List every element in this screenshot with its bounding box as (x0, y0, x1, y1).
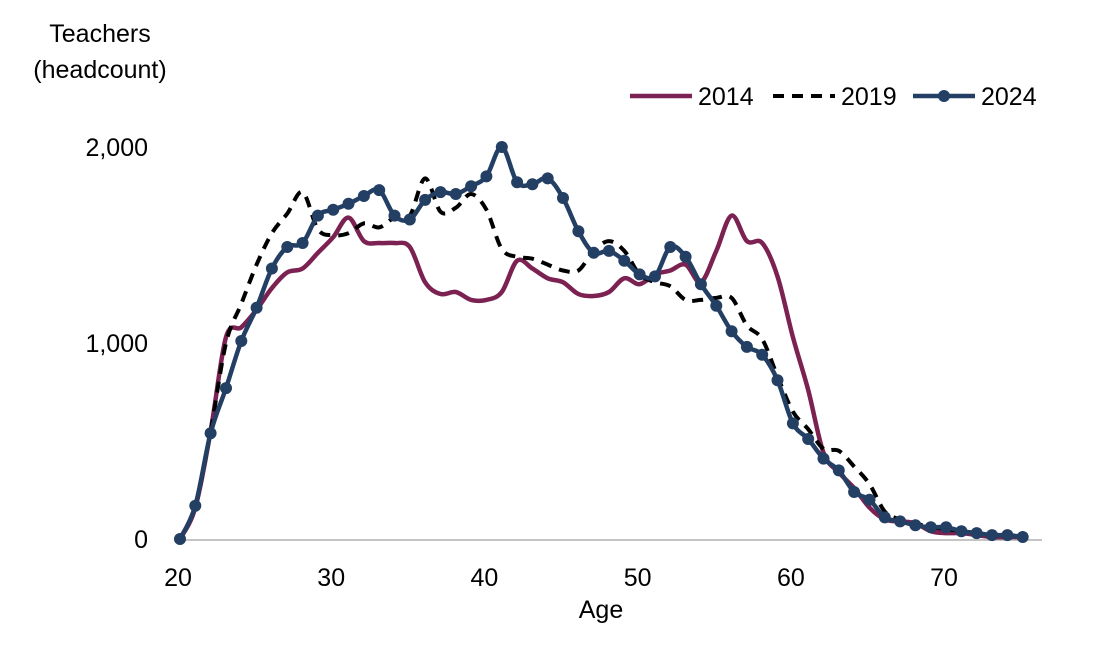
data-point-2024 (511, 176, 524, 189)
legend-marker (938, 90, 950, 102)
y-tick-labels: 0 1,000 2,000 (85, 134, 148, 554)
data-point-2024 (342, 197, 355, 210)
y-tick-label: 2,000 (85, 134, 148, 162)
data-point-2024 (802, 433, 815, 445)
data-point-2024 (541, 172, 554, 185)
data-point-2024 (265, 262, 278, 275)
legend-label: 2024 (981, 83, 1037, 111)
y-tick-label: 1,000 (85, 330, 148, 358)
data-point-2024 (664, 241, 677, 253)
data-point-2024 (1001, 529, 1014, 542)
data-point-2024 (403, 213, 416, 226)
data-point-2024 (863, 493, 876, 506)
data-point-2024 (419, 193, 432, 206)
legend-item-2014: 2014 (630, 83, 754, 111)
data-point-2024 (327, 203, 340, 216)
data-point-2024 (1016, 531, 1029, 543)
data-point-2024 (603, 244, 615, 257)
data-point-2024 (909, 519, 922, 532)
data-point-2024 (740, 340, 753, 353)
series-line-2014 (177, 213, 1025, 542)
series-layer (174, 141, 1029, 545)
x-tick-label: 30 (317, 564, 345, 592)
data-point-2024 (587, 246, 600, 259)
series-2014 (177, 213, 1025, 542)
data-point-2024 (311, 209, 324, 222)
data-point-2024 (633, 268, 646, 281)
data-point-2024 (434, 186, 447, 199)
data-point-2024 (679, 250, 692, 263)
data-point-2024 (250, 301, 263, 314)
data-point-2024 (465, 180, 478, 193)
legend-item-2019: 2019 (773, 83, 897, 111)
x-axis-title: Age (579, 596, 623, 624)
data-point-2024 (526, 178, 539, 191)
data-point-2024 (281, 241, 294, 253)
series-2024 (174, 141, 1029, 545)
data-point-2024 (618, 254, 631, 267)
data-point-2024 (986, 529, 998, 542)
data-point-2024 (572, 225, 585, 238)
x-tick-label: 50 (624, 564, 652, 592)
data-point-2024 (786, 417, 799, 430)
legend-item-2024: 2024 (913, 83, 1037, 111)
data-point-2024 (480, 170, 493, 183)
data-point-2024 (894, 515, 907, 528)
data-point-2024 (296, 237, 309, 249)
data-point-2024 (388, 209, 401, 222)
data-point-2024 (649, 270, 661, 283)
data-point-2024 (449, 188, 462, 200)
legend-label: 2014 (698, 83, 754, 111)
data-point-2024 (771, 374, 784, 387)
data-point-2024 (220, 382, 232, 395)
data-point-2024 (694, 278, 707, 291)
data-point-2024 (940, 521, 953, 534)
data-point-2024 (817, 452, 830, 465)
data-point-2024 (710, 299, 723, 312)
data-point-2024 (204, 427, 217, 440)
data-point-2024 (495, 141, 508, 153)
series-line-2024 (177, 144, 1025, 542)
x-tick-label: 60 (777, 564, 805, 592)
x-tick-label: 20 (164, 564, 192, 592)
data-point-2024 (725, 325, 738, 338)
y-tick-label: 0 (134, 526, 148, 554)
data-point-2024 (373, 184, 386, 197)
series-line-2019 (178, 176, 1023, 540)
x-tick-labels: 20 30 40 50 60 70 (164, 564, 958, 592)
data-point-2024 (848, 486, 861, 498)
data-point-2024 (189, 499, 202, 512)
data-point-2024 (357, 190, 370, 202)
series-2019 (178, 176, 1023, 540)
x-tick-label: 40 (471, 564, 499, 592)
y-axis-title-line-1: Teachers (49, 20, 150, 48)
data-point-2024 (557, 192, 569, 204)
data-point-2024 (756, 348, 769, 361)
y-axis-title-line-2: (headcount) (33, 56, 166, 84)
data-point-2024 (924, 521, 937, 534)
data-point-2024 (955, 525, 968, 538)
data-point-2024 (878, 511, 891, 524)
data-point-2024 (235, 335, 248, 347)
data-point-2024 (174, 533, 186, 545)
x-tick-label: 70 (930, 564, 958, 592)
data-point-2024 (832, 464, 845, 477)
legend: 2014 2019 2024 (630, 83, 1037, 111)
data-point-2024 (970, 527, 983, 540)
legend-label: 2019 (841, 83, 897, 111)
